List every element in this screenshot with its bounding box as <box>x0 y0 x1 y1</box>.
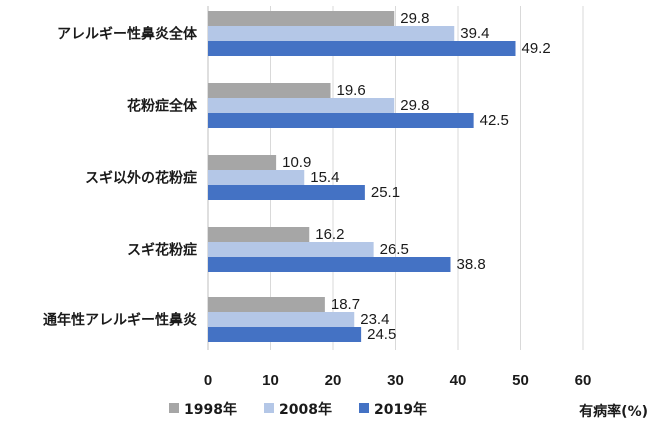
legend-label: 1998年 <box>184 401 237 418</box>
bars <box>208 11 516 342</box>
bar-2-3 <box>208 170 305 185</box>
legend-label: 2008年 <box>279 401 332 418</box>
category-label: 花粉症全体 <box>127 98 198 115</box>
data-label: 23.4 <box>360 311 389 328</box>
data-label: 29.8 <box>400 97 429 114</box>
bar-3-3 <box>208 185 365 200</box>
category-label: 通年性アレルギー性鼻炎 <box>43 312 197 329</box>
bar-1-3 <box>208 155 277 170</box>
bar-2-4 <box>208 242 374 257</box>
legend-label: 2019年 <box>374 401 427 418</box>
data-label: 49.2 <box>522 40 551 57</box>
data-label: 15.4 <box>310 169 339 186</box>
data-label: 26.5 <box>380 241 409 258</box>
data-label: 18.7 <box>331 296 360 313</box>
data-label: 42.5 <box>480 112 509 129</box>
bar-1-5 <box>208 297 325 312</box>
bar-2-5 <box>208 312 355 327</box>
data-label: 39.4 <box>460 25 489 42</box>
data-label: 25.1 <box>371 184 400 201</box>
data-label: 29.8 <box>400 10 429 27</box>
category-label: アレルギー性鼻炎全体 <box>57 26 198 43</box>
category-label: スギ花粉症 <box>127 242 197 259</box>
bar-1-2 <box>208 83 331 98</box>
bar-3-4 <box>208 257 451 272</box>
grid <box>207 6 584 350</box>
x-tick-label: 20 <box>325 372 342 389</box>
bar-3-2 <box>208 113 474 128</box>
bar-2-2 <box>208 98 395 113</box>
legend-swatch <box>359 403 369 413</box>
legend-swatch <box>264 403 274 413</box>
x-axis-title: 有病率(%) <box>579 403 648 420</box>
bar-3-1 <box>208 41 516 56</box>
data-label: 24.5 <box>367 326 396 343</box>
data-label: 10.9 <box>282 154 311 171</box>
x-tick-label: 60 <box>575 372 592 389</box>
x-tick-label: 30 <box>387 372 404 389</box>
data-label: 38.8 <box>457 256 486 273</box>
x-tick-label: 10 <box>262 372 279 389</box>
legend-swatch <box>169 403 179 413</box>
x-tick-label: 40 <box>450 372 467 389</box>
x-tick-label: 50 <box>512 372 529 389</box>
x-tick-label: 0 <box>204 372 212 389</box>
category-label: スギ以外の花粉症 <box>85 170 197 187</box>
x-tick-labels: 0 10 20 30 40 50 60 <box>204 372 592 389</box>
bar-1-1 <box>208 11 395 26</box>
data-label: 19.6 <box>337 82 366 99</box>
bar-1-4 <box>208 227 310 242</box>
data-label: 16.2 <box>315 226 344 243</box>
legend: 1998年 2008年 2019年 <box>169 401 427 418</box>
bar-2-1 <box>208 26 455 41</box>
value-labels: 29.8 19.6 10.9 16.2 18.7 39.4 29.8 15.4 26.5 23.4… <box>282 10 551 343</box>
bar-3-5 <box>208 327 362 342</box>
